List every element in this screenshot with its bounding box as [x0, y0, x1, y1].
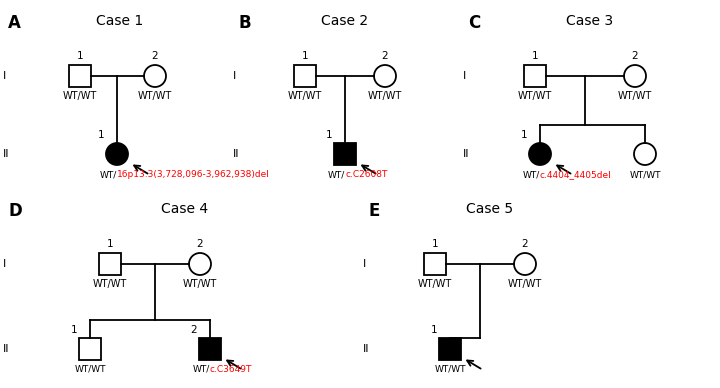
Text: WT/: WT/	[328, 170, 345, 179]
Text: WT/WT: WT/WT	[508, 279, 542, 289]
Text: c.C3649T: c.C3649T	[210, 365, 253, 374]
Text: 2: 2	[522, 239, 528, 249]
Text: Case 1: Case 1	[96, 14, 143, 28]
Text: WT/WT: WT/WT	[138, 91, 172, 101]
Text: 2: 2	[197, 239, 203, 249]
Text: WT/WT: WT/WT	[93, 279, 127, 289]
Text: WT/: WT/	[193, 365, 210, 374]
Text: 1: 1	[325, 130, 332, 140]
Bar	[69, 65, 91, 87]
Text: Case 5: Case 5	[467, 202, 513, 216]
Ellipse shape	[624, 65, 646, 87]
Text: B: B	[238, 14, 251, 32]
Text: c.4404_4405del: c.4404_4405del	[540, 170, 612, 179]
Bar	[199, 338, 221, 360]
Text: 2: 2	[152, 51, 158, 61]
Text: II: II	[463, 149, 469, 159]
Ellipse shape	[106, 143, 128, 165]
Text: 1: 1	[77, 51, 84, 61]
Bar	[439, 338, 461, 360]
Text: WT/WT: WT/WT	[183, 279, 217, 289]
Text: II: II	[233, 149, 240, 159]
Text: WT/WT: WT/WT	[288, 91, 322, 101]
Text: WT/WT: WT/WT	[518, 91, 552, 101]
Ellipse shape	[529, 143, 551, 165]
Text: I: I	[3, 71, 6, 81]
Ellipse shape	[514, 253, 536, 275]
Ellipse shape	[144, 65, 166, 87]
Text: I: I	[463, 71, 467, 81]
Bar	[99, 253, 121, 275]
Text: II: II	[363, 344, 369, 354]
Bar	[424, 253, 446, 275]
Text: WT/WT: WT/WT	[434, 365, 466, 374]
Text: 1: 1	[431, 325, 437, 335]
Text: 1: 1	[71, 325, 77, 335]
Text: WT/: WT/	[100, 170, 117, 179]
Text: WT/WT: WT/WT	[618, 91, 652, 101]
Text: WT/WT: WT/WT	[368, 91, 402, 101]
Bar	[334, 143, 356, 165]
Text: WT/WT: WT/WT	[74, 365, 106, 374]
Ellipse shape	[374, 65, 396, 87]
Text: 2: 2	[631, 51, 639, 61]
Text: WT/: WT/	[523, 170, 540, 179]
Text: Case 3: Case 3	[567, 14, 613, 28]
Text: 1: 1	[432, 239, 438, 249]
Text: 1: 1	[107, 239, 113, 249]
Text: 2: 2	[382, 51, 388, 61]
Ellipse shape	[189, 253, 211, 275]
Text: 1: 1	[531, 51, 539, 61]
Text: D: D	[8, 202, 22, 220]
Text: II: II	[3, 344, 9, 354]
Text: I: I	[3, 259, 6, 269]
Bar	[524, 65, 546, 87]
Text: I: I	[233, 71, 236, 81]
Text: A: A	[8, 14, 21, 32]
Text: 16p13.3(3,728,096-3,962,938)del: 16p13.3(3,728,096-3,962,938)del	[117, 170, 270, 179]
Text: 1: 1	[302, 51, 308, 61]
Text: WT/WT: WT/WT	[63, 91, 97, 101]
Bar	[294, 65, 316, 87]
Text: 1: 1	[97, 130, 104, 140]
Text: 1: 1	[521, 130, 527, 140]
Text: C: C	[468, 14, 480, 32]
Ellipse shape	[634, 143, 656, 165]
Text: Case 2: Case 2	[321, 14, 369, 28]
Text: II: II	[3, 149, 9, 159]
Text: c.C2608T: c.C2608T	[345, 170, 387, 179]
Text: I: I	[363, 259, 366, 269]
Text: Case 4: Case 4	[161, 202, 209, 216]
Text: WT/WT: WT/WT	[418, 279, 452, 289]
Text: 2: 2	[190, 325, 197, 335]
Bar	[79, 338, 101, 360]
Text: E: E	[368, 202, 379, 220]
Text: WT/WT: WT/WT	[629, 170, 661, 179]
